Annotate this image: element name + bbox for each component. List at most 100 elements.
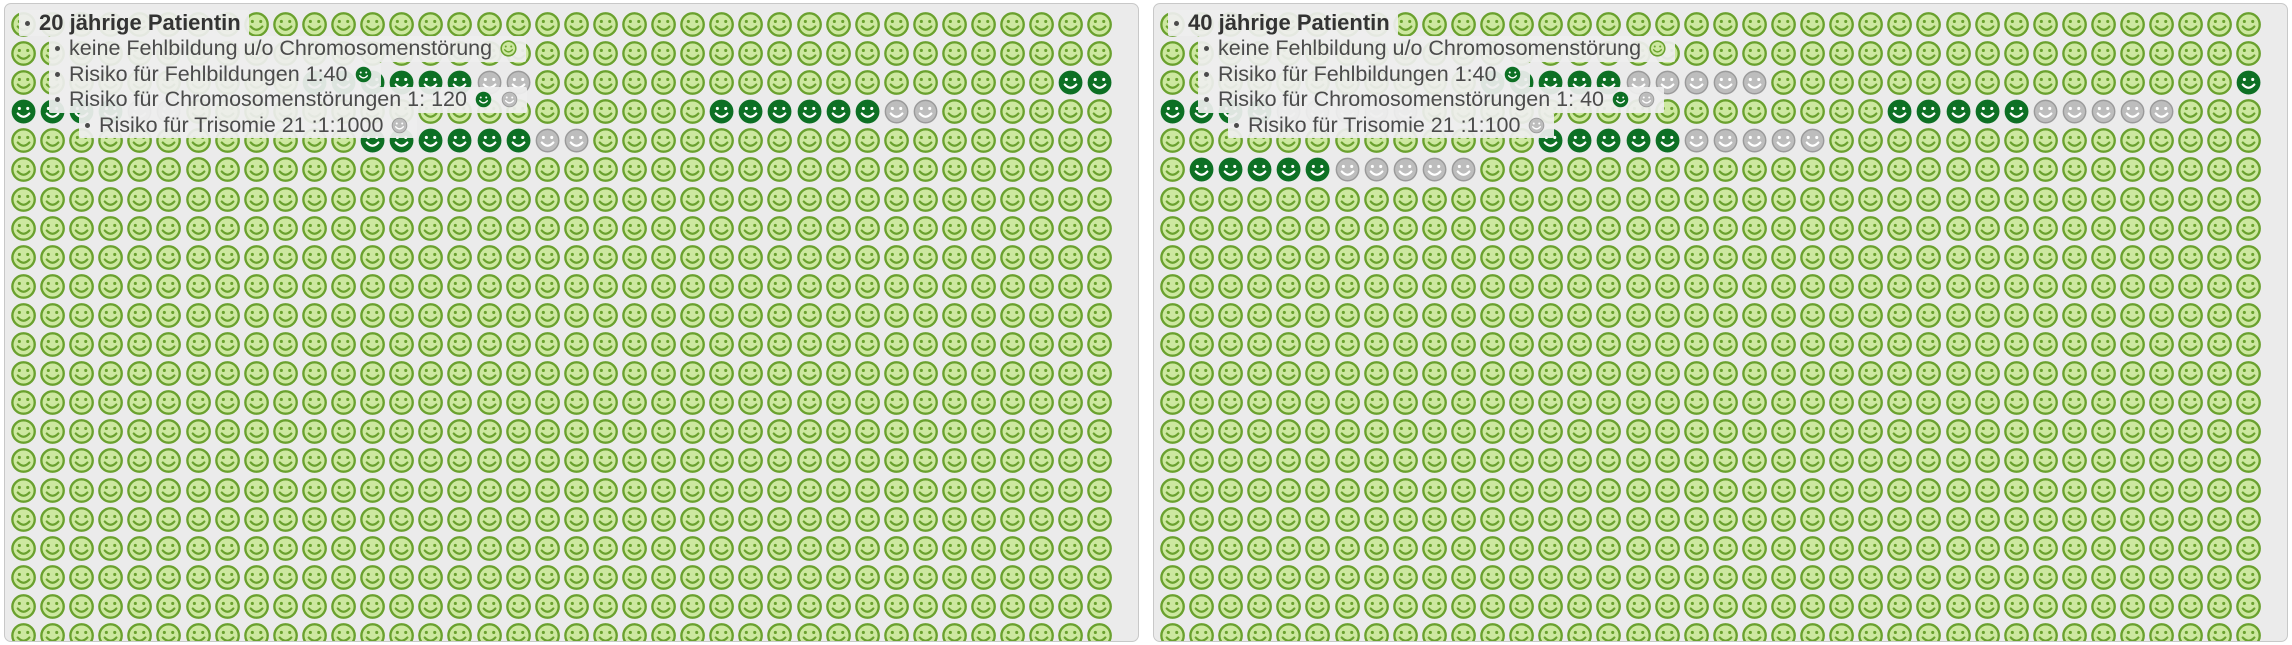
face-icon-light [213,563,242,592]
face-icon-light [649,417,678,446]
face-icon-light [387,155,416,184]
face-icon-light [154,417,183,446]
face-icon-light [358,272,387,301]
face-icon-light [1944,621,1973,641]
face-icon-light [562,301,591,330]
face-icon-light [242,446,271,475]
face-icon-light [1507,155,1536,184]
face-icon-light [678,330,707,359]
face-icon-light [2147,155,2176,184]
face-icon-light [213,214,242,243]
face-icon-light [707,592,736,621]
face-icon-light [795,621,824,641]
face-icon-light [736,10,765,39]
face-icon-light [1624,301,1653,330]
face-icon-light [1507,417,1536,446]
face-icon-light [998,592,1027,621]
face-icon-light [1914,243,1943,272]
face-icon-light [1216,446,1245,475]
face-icon-light [154,330,183,359]
face-icon-light [1478,505,1507,534]
face-icon-light [1594,417,1623,446]
face-icon-light [824,272,853,301]
face-icon-light [853,243,882,272]
face-icon-light [998,388,1027,417]
face-icon-light [1536,301,1565,330]
face-icon-light [1158,214,1187,243]
face-icon-light [1914,39,1943,68]
face-icon-light [1245,185,1274,214]
face-icon-light [1216,505,1245,534]
face-icon-light [504,417,533,446]
face-icon-light [9,126,38,155]
face-icon-light [649,476,678,505]
face-icon-light [9,330,38,359]
face-icon-light [2118,388,2147,417]
face-icon-light [824,330,853,359]
face-icon-dark [475,126,504,155]
face-icon-light [533,417,562,446]
face-icon-light [1085,621,1114,641]
face-icon-light [2060,446,2089,475]
face-icon-light [795,359,824,388]
face-icon-light [1682,301,1711,330]
face-icon-light [940,214,969,243]
face-icon-light [67,417,96,446]
face-icon-light [533,621,562,641]
face-icon-light [1827,185,1856,214]
face-icon-light [475,417,504,446]
face-icon-light [96,534,125,563]
face-icon-light [67,301,96,330]
face-icon-light [1216,359,1245,388]
face-icon-light [1187,301,1216,330]
face-icon-light [504,446,533,475]
face-icon-light [2060,505,2089,534]
face-icon-dark [1478,68,1507,97]
face-icon-light [1856,621,1885,641]
face-icon-light [1740,621,1769,641]
face-icon-light [184,301,213,330]
face-icon-light [649,10,678,39]
face-icon-light [300,155,329,184]
face-icon-light [2147,68,2176,97]
face-icon-light [1303,243,1332,272]
face-icon-light [504,359,533,388]
face-icon-light [2234,39,2263,68]
face-icon-light [1856,388,1885,417]
face-icon-light [707,301,736,330]
face-icon-light [620,592,649,621]
face-icon-light [300,417,329,446]
face-icon-light [824,621,853,641]
face-icon-light [1594,185,1623,214]
face-icon-light [1711,243,1740,272]
face-icon-light [329,330,358,359]
face-icon-light [562,446,591,475]
face-icon-light [1245,563,1274,592]
face-icon-light [2089,243,2118,272]
face-icon-light [1420,330,1449,359]
face-icon-light [824,534,853,563]
face-icon-light [67,243,96,272]
face-icon-light [358,330,387,359]
face-icon-light [1653,534,1682,563]
face-icon-light [445,39,474,68]
face-icon-light [387,621,416,641]
face-icon-light [1507,359,1536,388]
face-icon-light [969,505,998,534]
face-icon-light [387,359,416,388]
face-icon-light [2205,39,2234,68]
face-icon-light [707,505,736,534]
face-icon-light [998,155,1027,184]
face-icon-light [1973,592,2002,621]
face-icon-light [213,97,242,126]
face-icon-light [1274,10,1303,39]
face-icon-light [1391,446,1420,475]
face-icon-light [1303,10,1332,39]
face-icon-light [1478,10,1507,39]
face-icon-light [184,592,213,621]
face-icon-light [1274,243,1303,272]
face-icon-light [824,126,853,155]
face-icon-light [1420,243,1449,272]
face-icon-light [154,39,183,68]
face-icon-light [1944,388,1973,417]
